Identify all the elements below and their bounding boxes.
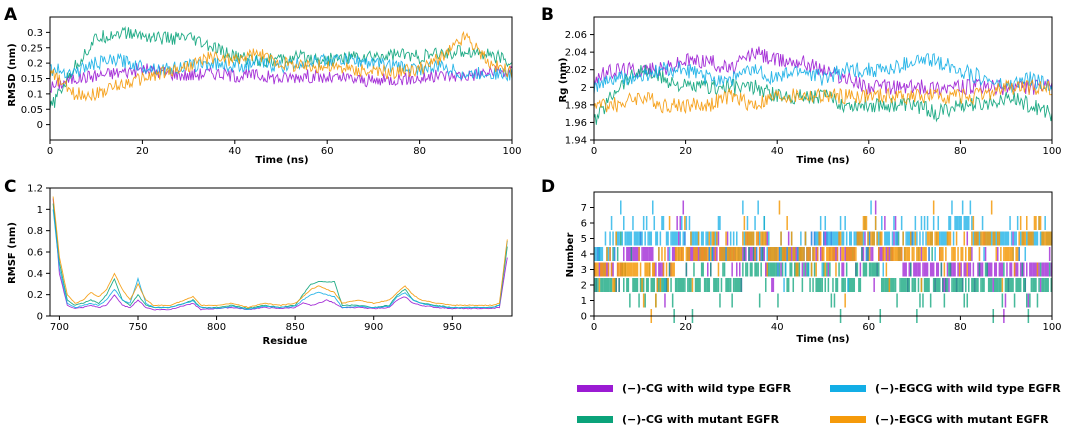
panel-label-a: A (4, 5, 18, 25)
xtick-label-a-1: 20 (136, 146, 149, 157)
ytick-label-a-1: 0.05 (21, 105, 43, 116)
series-bars-d-egcg_wt (594, 200, 1053, 292)
xtick-label-c-3: 850 (286, 322, 305, 333)
ytick-label-c-6: 1.2 (27, 184, 43, 195)
ytick-label-d-1: 1 (581, 296, 587, 307)
ytick-label-c-4: 0.8 (27, 226, 43, 237)
ytick-label-d-5: 5 (581, 234, 587, 245)
ytick-label-d-7: 7 (581, 203, 587, 214)
xtick-label-d-5: 100 (1042, 322, 1061, 333)
ytick-label-a-6: 0.3 (27, 28, 43, 39)
ytick-label-d-2: 2 (581, 281, 587, 292)
series-line-a-cg_mut (49, 26, 513, 110)
xtick-label-b-1: 20 (679, 146, 692, 157)
xtick-label-a-3: 60 (321, 146, 334, 157)
series-line-a-egcg_wt (49, 52, 513, 82)
xtick-label-c-5: 950 (443, 322, 462, 333)
ytick-label-d-3: 3 (581, 265, 587, 276)
ytick-label-b-2: 1.98 (565, 100, 587, 111)
axes-frame-a (49, 16, 513, 141)
ytick-label-c-2: 0.4 (27, 269, 43, 280)
series-line-c-egcg_wt (52, 209, 508, 310)
xtick-label-d-1: 20 (679, 322, 692, 333)
ytick-label-b-3: 2 (581, 83, 587, 94)
series-line-a-cg_wt (49, 63, 513, 94)
rmsd-plot: 0 20 40 60 80 100 0 0.05 0.1 0.15 0.2 0.25 0.3 (21, 16, 522, 157)
ytick-label-a-2: 0.1 (27, 89, 43, 100)
ytick-label-b-6: 2.06 (565, 30, 587, 41)
legend-swatch-cg-wt (577, 385, 613, 392)
legend-label-egcg-mut: (−)-EGCG with mutant EGFR (875, 413, 1049, 426)
ytick-label-a-3: 0.15 (21, 74, 43, 85)
ytick-label-d-0: 0 (581, 312, 587, 323)
xlabel-d: Time (ns) (796, 334, 849, 345)
panel-label-c: C (4, 177, 16, 197)
ylabel-d: Number (565, 233, 576, 278)
xlabel-c: Residue (263, 336, 308, 347)
series-line-b-cg_mut (593, 64, 1053, 125)
xtick-label-c-2: 800 (207, 322, 226, 333)
xtick-label-b-0: 0 (591, 146, 597, 157)
ytick-label-b-0: 1.94 (565, 136, 587, 147)
panel-label-d: D (541, 177, 555, 197)
rmsf-plot: 700 750 800 850 900 950 0 0.2 0.4 0.6 0.8 1 1.2 (27, 184, 513, 333)
hbond-number-plot: 0 20 40 60 80 100 0 1 2 3 4 5 6 7 (581, 191, 1062, 333)
rg-plot: 0 20 40 60 80 100 1.94 1.96 1.98 2 2.02 2.04 2.06 (565, 16, 1062, 157)
xlabel-a: Time (ns) (255, 155, 308, 166)
xtick-label-a-4: 80 (413, 146, 426, 157)
panel-label-b: B (541, 5, 554, 25)
legend-label-cg-mut: (−)-CG with mutant EGFR (622, 413, 780, 426)
ytick-label-a-5: 0.25 (21, 43, 43, 54)
series-line-b-egcg_wt (593, 52, 1053, 95)
xtick-label-b-4: 80 (954, 146, 967, 157)
legend-swatch-egcg-mut (830, 416, 866, 423)
xtick-label-c-0: 700 (50, 322, 69, 333)
legend: (−)-CG with wild type EGFR (−)-EGCG with… (577, 382, 1061, 426)
ytick-label-c-1: 0.2 (27, 290, 43, 301)
ytick-label-d-4: 4 (581, 250, 587, 261)
ylabel-b: Rg (nm) (558, 57, 569, 102)
ytick-label-d-6: 6 (581, 219, 587, 230)
xtick-label-a-2: 40 (228, 146, 241, 157)
ytick-label-a-4: 0.2 (27, 59, 43, 70)
series-line-c-cg_mut (52, 203, 508, 310)
legend-label-cg-wt: (−)-CG with wild type EGFR (622, 382, 792, 395)
ylabel-c: RMSF (nm) (7, 222, 18, 284)
ytick-label-c-5: 1 (37, 205, 43, 216)
ytick-label-c-0: 0 (37, 312, 43, 323)
xtick-label-d-2: 40 (771, 322, 784, 333)
xtick-label-d-4: 80 (954, 322, 967, 333)
ytick-label-b-4: 2.02 (565, 65, 587, 76)
xtick-label-b-3: 60 (862, 146, 875, 157)
series-line-c-cg_wt (52, 198, 508, 311)
series-line-c-egcg_mut (52, 196, 508, 309)
xlabel-b: Time (ns) (796, 155, 849, 166)
xtick-label-a-5: 100 (502, 146, 521, 157)
ylabel-a: RMSD (nm) (7, 43, 18, 106)
xtick-label-b-2: 40 (771, 146, 784, 157)
ytick-label-c-3: 0.6 (27, 248, 43, 259)
axes-frame-b (593, 16, 1053, 141)
legend-swatch-egcg-wt (830, 385, 866, 392)
xtick-label-d-0: 0 (591, 322, 597, 333)
xtick-label-b-5: 100 (1042, 146, 1061, 157)
ytick-label-b-5: 2.04 (565, 48, 587, 59)
xtick-label-a-0: 0 (47, 146, 53, 157)
series-line-b-egcg_mut (593, 78, 1053, 115)
series-line-a-egcg_mut (49, 30, 513, 102)
ytick-label-a-0: 0 (37, 120, 43, 131)
xtick-label-c-1: 750 (128, 322, 147, 333)
legend-label-egcg-wt: (−)-EGCG with wild type EGFR (875, 382, 1061, 395)
legend-swatch-cg-mut (577, 416, 613, 423)
xtick-label-d-3: 60 (862, 322, 875, 333)
xtick-label-c-4: 900 (364, 322, 383, 333)
series-line-b-cg_wt (593, 46, 1053, 97)
ytick-label-b-1: 1.96 (565, 118, 587, 129)
